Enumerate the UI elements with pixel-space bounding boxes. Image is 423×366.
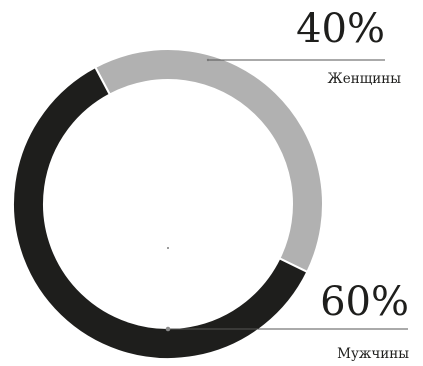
donut-slices — [12, 48, 324, 360]
leader-dot-men — [165, 326, 171, 332]
donut-slice-women — [93, 48, 324, 274]
leader-dot-women — [206, 58, 210, 62]
percent-label-women: 40% — [296, 6, 385, 52]
category-label-men: Мужчины — [337, 346, 409, 362]
donut-center-dot — [167, 247, 169, 249]
percent-label-men: 60% — [320, 279, 409, 325]
donut-slice-men — [12, 65, 309, 360]
category-label-women: Женщины — [328, 71, 402, 87]
